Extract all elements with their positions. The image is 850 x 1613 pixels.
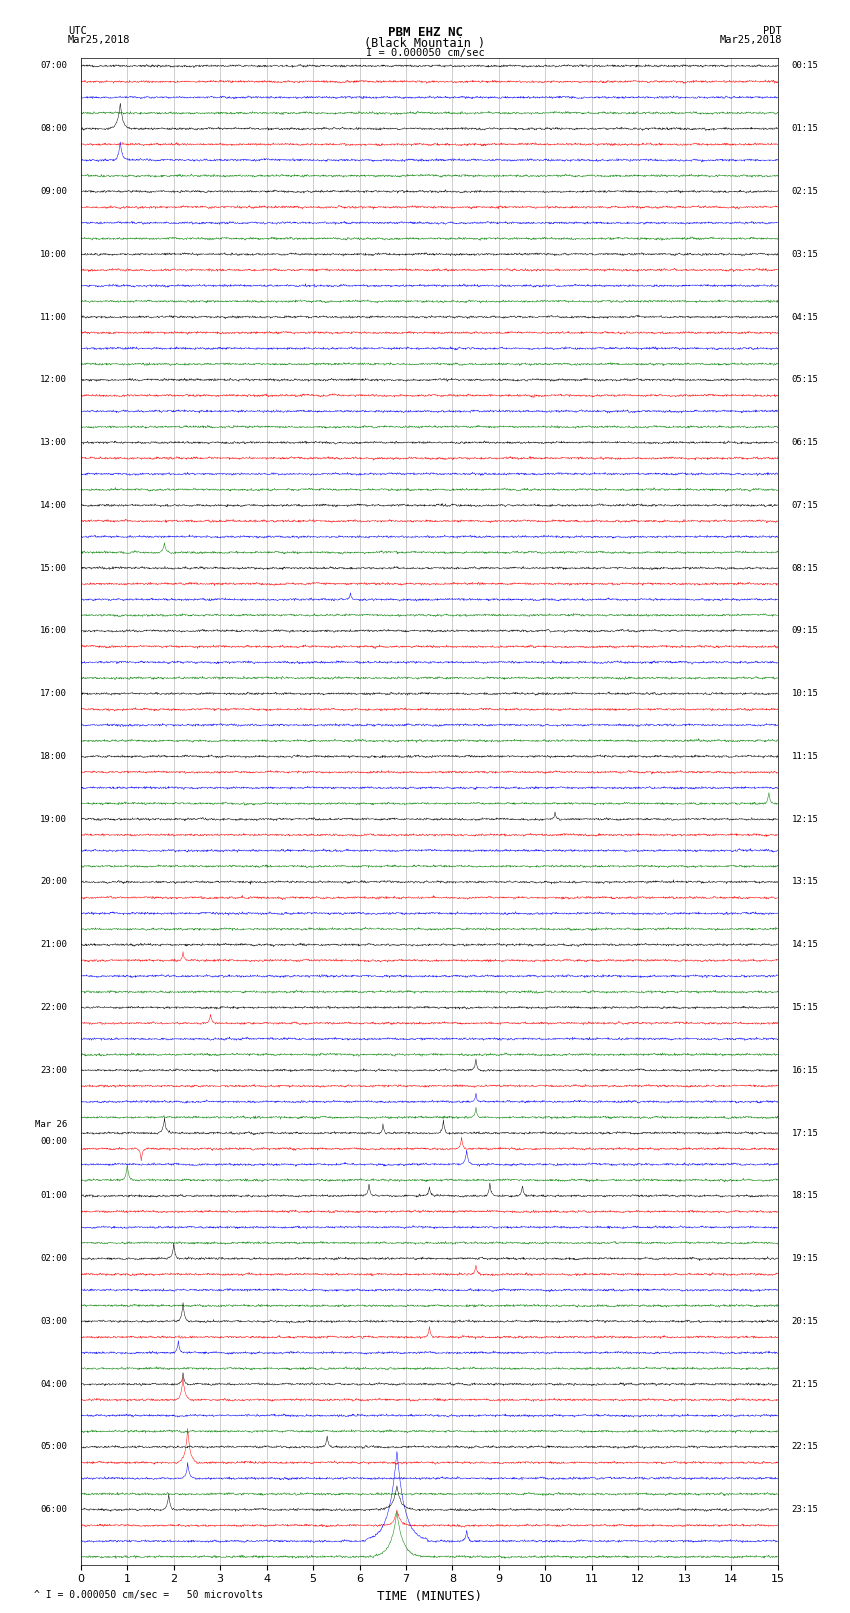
Text: 21:15: 21:15 (791, 1379, 819, 1389)
Text: PBM EHZ NC: PBM EHZ NC (388, 26, 462, 39)
Text: 05:15: 05:15 (791, 376, 819, 384)
Text: PDT: PDT (763, 26, 782, 35)
Text: 14:00: 14:00 (40, 500, 67, 510)
Text: 19:00: 19:00 (40, 815, 67, 824)
Text: 13:00: 13:00 (40, 439, 67, 447)
Text: 08:00: 08:00 (40, 124, 67, 134)
Text: Mar25,2018: Mar25,2018 (719, 35, 782, 45)
Text: 14:15: 14:15 (791, 940, 819, 948)
Text: 07:15: 07:15 (791, 500, 819, 510)
Text: 18:15: 18:15 (791, 1192, 819, 1200)
Text: 07:00: 07:00 (40, 61, 67, 71)
Text: 21:00: 21:00 (40, 940, 67, 948)
Text: 15:15: 15:15 (791, 1003, 819, 1011)
Text: 03:00: 03:00 (40, 1316, 67, 1326)
Text: 20:15: 20:15 (791, 1316, 819, 1326)
Text: 00:00: 00:00 (40, 1137, 67, 1145)
Text: 01:15: 01:15 (791, 124, 819, 134)
Text: 03:15: 03:15 (791, 250, 819, 258)
Text: 02:00: 02:00 (40, 1253, 67, 1263)
Text: 04:15: 04:15 (791, 313, 819, 321)
Text: I = 0.000050 cm/sec: I = 0.000050 cm/sec (366, 48, 484, 58)
Text: 22:00: 22:00 (40, 1003, 67, 1011)
Text: 23:00: 23:00 (40, 1066, 67, 1074)
Text: 16:15: 16:15 (791, 1066, 819, 1074)
Text: ^ I = 0.000050 cm/sec =   50 microvolts: ^ I = 0.000050 cm/sec = 50 microvolts (34, 1590, 264, 1600)
Text: 23:15: 23:15 (791, 1505, 819, 1515)
Text: 20:00: 20:00 (40, 877, 67, 887)
Text: 10:00: 10:00 (40, 250, 67, 258)
Text: 06:15: 06:15 (791, 439, 819, 447)
Text: 10:15: 10:15 (791, 689, 819, 698)
Text: 11:00: 11:00 (40, 313, 67, 321)
Text: UTC: UTC (68, 26, 87, 35)
Text: Mar25,2018: Mar25,2018 (68, 35, 131, 45)
Text: (Black Mountain ): (Black Mountain ) (365, 37, 485, 50)
Text: 04:00: 04:00 (40, 1379, 67, 1389)
Text: 18:00: 18:00 (40, 752, 67, 761)
Text: 11:15: 11:15 (791, 752, 819, 761)
Text: 00:15: 00:15 (791, 61, 819, 71)
Text: 01:00: 01:00 (40, 1192, 67, 1200)
Text: 12:00: 12:00 (40, 376, 67, 384)
Text: 12:15: 12:15 (791, 815, 819, 824)
Text: 16:00: 16:00 (40, 626, 67, 636)
Text: 19:15: 19:15 (791, 1253, 819, 1263)
Text: 15:00: 15:00 (40, 563, 67, 573)
Text: Mar 26: Mar 26 (35, 1119, 67, 1129)
X-axis label: TIME (MINUTES): TIME (MINUTES) (377, 1590, 482, 1603)
Text: 06:00: 06:00 (40, 1505, 67, 1515)
Text: 05:00: 05:00 (40, 1442, 67, 1452)
Text: 09:00: 09:00 (40, 187, 67, 195)
Text: 08:15: 08:15 (791, 563, 819, 573)
Text: 22:15: 22:15 (791, 1442, 819, 1452)
Text: 02:15: 02:15 (791, 187, 819, 195)
Text: 17:00: 17:00 (40, 689, 67, 698)
Text: 13:15: 13:15 (791, 877, 819, 887)
Text: 09:15: 09:15 (791, 626, 819, 636)
Text: 17:15: 17:15 (791, 1129, 819, 1137)
